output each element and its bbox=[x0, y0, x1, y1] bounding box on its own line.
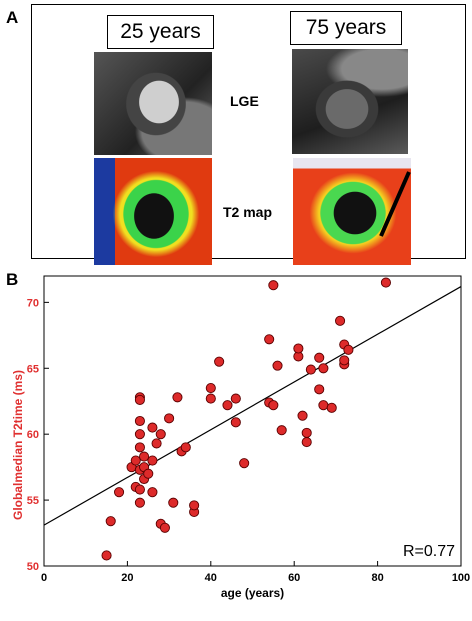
panel-a-frame: 25 years 75 years LGE T2 map bbox=[31, 4, 466, 265]
data-point bbox=[318, 400, 329, 411]
lge-label: LGE bbox=[230, 93, 259, 109]
data-point bbox=[159, 522, 170, 533]
data-point bbox=[134, 415, 145, 427]
age-25-label: 25 years bbox=[107, 15, 214, 49]
data-point bbox=[134, 442, 145, 453]
data-point bbox=[230, 393, 241, 404]
data-point bbox=[305, 364, 316, 375]
data-point bbox=[276, 425, 287, 436]
age-75-label: 75 years bbox=[290, 11, 402, 45]
data-point bbox=[314, 352, 325, 363]
lge-image-old bbox=[292, 49, 408, 154]
data-point bbox=[268, 400, 279, 411]
data-point bbox=[147, 487, 158, 498]
data-point bbox=[314, 384, 325, 395]
data-point bbox=[335, 315, 346, 326]
lge-image-young bbox=[94, 52, 212, 155]
regression-line bbox=[43, 286, 462, 526]
data-point bbox=[343, 344, 354, 355]
scatter-chart: 0 20 40 60 80 100 50 55 60 65 70 R=0.77 age (years) bbox=[27, 275, 470, 600]
x-tick-label: 20 bbox=[121, 572, 133, 584]
panel-b-letter: B bbox=[6, 270, 19, 289]
data-point bbox=[101, 550, 112, 561]
data-point bbox=[318, 363, 329, 374]
data-point bbox=[272, 360, 283, 371]
x-tick-label: 80 bbox=[371, 572, 383, 584]
data-point bbox=[114, 487, 125, 498]
data-point bbox=[239, 458, 250, 469]
data-point bbox=[205, 382, 216, 394]
t2-map-image-young bbox=[94, 158, 212, 265]
data-point bbox=[143, 468, 154, 479]
y-axis-label: Globalmedian T2time (ms) bbox=[11, 369, 25, 521]
data-point bbox=[134, 497, 145, 508]
data-point bbox=[301, 437, 312, 448]
y-tick-label: 65 bbox=[27, 363, 39, 375]
data-point bbox=[339, 355, 350, 366]
data-point bbox=[297, 410, 308, 421]
data-point bbox=[264, 334, 275, 345]
data-point bbox=[168, 497, 179, 508]
t2-map-label: T2 map bbox=[223, 204, 273, 220]
y-tick-label: 70 bbox=[27, 297, 39, 309]
data-point bbox=[180, 442, 191, 453]
data-point bbox=[147, 422, 158, 433]
data-point bbox=[134, 429, 145, 440]
data-point bbox=[380, 277, 391, 288]
data-point bbox=[164, 413, 175, 424]
pointer-arrow bbox=[379, 171, 411, 237]
x-tick-label: 0 bbox=[41, 572, 47, 584]
data-point bbox=[189, 500, 200, 511]
data-point bbox=[268, 280, 279, 291]
data-point bbox=[214, 356, 225, 367]
data-point bbox=[151, 438, 162, 449]
x-axis-label: age (years) bbox=[221, 586, 284, 600]
x-tick-label: 60 bbox=[288, 572, 300, 584]
t2-map-image-old bbox=[293, 158, 411, 265]
plot-frame bbox=[43, 275, 462, 567]
y-tick-label: 60 bbox=[27, 429, 39, 441]
data-point bbox=[172, 392, 183, 403]
data-point bbox=[134, 484, 145, 495]
panel-a-letter: A bbox=[6, 8, 19, 27]
data-point bbox=[205, 393, 216, 404]
data-point bbox=[326, 402, 337, 413]
data-point bbox=[155, 429, 166, 440]
x-tick-label: 40 bbox=[205, 572, 217, 584]
data-point bbox=[147, 455, 158, 466]
data-point bbox=[293, 343, 304, 354]
data-point bbox=[139, 451, 150, 462]
y-tick-label: 50 bbox=[27, 561, 39, 573]
correlation-annotation: R=0.77 bbox=[403, 543, 455, 560]
data-point bbox=[301, 427, 312, 438]
data-point bbox=[105, 516, 116, 527]
data-point bbox=[130, 455, 141, 466]
y-tick-label: 55 bbox=[27, 495, 39, 507]
data-point bbox=[230, 417, 241, 428]
data-point bbox=[134, 394, 145, 405]
data-point bbox=[222, 400, 233, 411]
x-tick-label: 100 bbox=[452, 572, 470, 584]
